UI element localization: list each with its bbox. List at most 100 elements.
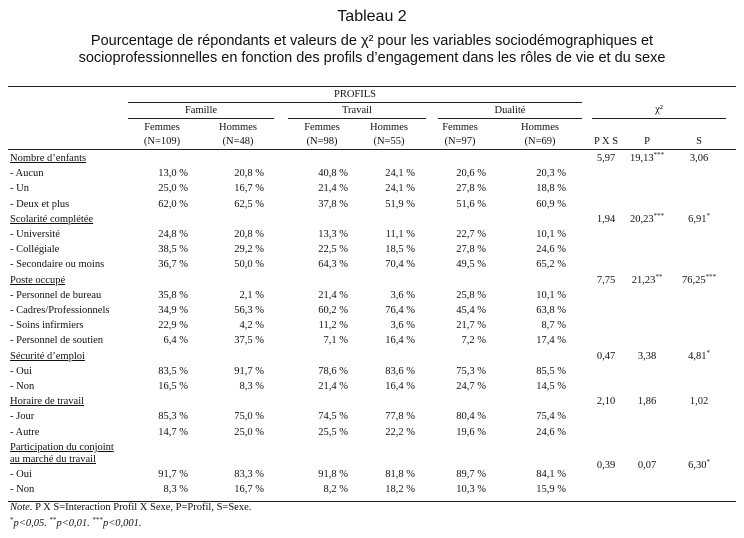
section-label: Sécurité d’emploi	[10, 350, 85, 362]
note-text: P X S=Interaction Profil X Sexe, P=Profi…	[32, 502, 252, 513]
chi-value: 0,39	[576, 460, 636, 472]
cell-value: 17,4 %	[536, 335, 566, 347]
cell-value: 10,1 %	[536, 289, 566, 301]
section-label: Scolarité complétée	[10, 213, 94, 225]
row-label: - Deux et plus	[10, 198, 70, 210]
cell-value: 24,1 %	[385, 168, 415, 180]
cell-value: 51,6 %	[456, 198, 486, 210]
chi-number: 4,81	[688, 350, 707, 362]
cell-value: 20,8 %	[234, 229, 264, 240]
chi-number: 7,75	[596, 274, 616, 286]
cell-value: 18,2 %	[385, 484, 415, 496]
cell-value: 62,5 %	[234, 198, 264, 210]
chi-col-header: P X S	[593, 136, 619, 147]
bottom-rule	[8, 501, 736, 502]
section-label: Nombre d’enfants	[10, 153, 87, 164]
cell-value: 85,5 %	[536, 365, 566, 377]
cell-value: 51,9 %	[385, 198, 415, 210]
chi-value: 1,86	[617, 396, 677, 408]
chi-value: 4,81*	[669, 349, 729, 363]
group-header: Dualité	[494, 105, 526, 116]
cell-value: 20,3 %	[536, 168, 566, 180]
cell-value: 22,5 %	[318, 244, 348, 256]
cell-value: 63,8 %	[536, 305, 566, 316]
cell-value: 78,6 %	[318, 365, 348, 377]
cell-value: 60,2 %	[318, 305, 348, 316]
cell-value: 14,5 %	[536, 381, 566, 392]
significance-footnote: *p<0,05. **p<0,01. ***p<0,001.	[10, 516, 142, 530]
profils-rule	[128, 102, 582, 103]
cell-value: 13,3 %	[318, 229, 348, 240]
sex-header: Femmes	[144, 122, 180, 133]
group-header: Travail	[342, 105, 372, 116]
chi-col-header: P	[644, 136, 650, 147]
group-rule	[438, 118, 582, 119]
cell-value: 4,2 %	[239, 320, 265, 332]
cell-value: 16,7 %	[234, 484, 264, 496]
chi-number: 1,86	[637, 396, 657, 408]
row-label: - Un	[10, 183, 29, 195]
cell-value: 27,8 %	[456, 183, 486, 195]
cell-value: 83,5 %	[158, 365, 188, 377]
chi-value: 20,23***	[617, 212, 677, 226]
n-header: (N=109)	[143, 136, 181, 147]
cell-value: 2,1 %	[239, 289, 265, 301]
cell-value: 15,9 %	[536, 484, 566, 496]
table-note: Note. P X S=Interaction Profil X Sexe, P…	[10, 502, 251, 513]
cell-value: 13,0 %	[158, 168, 188, 180]
significance-mark: *	[706, 457, 710, 466]
sig-text-2: p<0,01.	[56, 518, 93, 529]
cell-value: 8,7 %	[541, 320, 567, 332]
section-label-line-2: au marché du travail	[10, 453, 96, 465]
chi-number: 0,47	[596, 350, 616, 362]
chi-value: 6,91*	[669, 211, 729, 226]
sig-mark-1: *	[10, 516, 14, 524]
chi-value: 19,13***	[617, 151, 677, 165]
chi-value: 7,75	[576, 275, 636, 287]
table-subtitle: Pourcentage de répondants et valeurs de …	[0, 33, 744, 67]
section-label: Horaire de travail	[10, 396, 85, 408]
row-label: - Non	[10, 381, 35, 392]
cell-value: 25,5 %	[318, 426, 348, 438]
row-label: - Collégiale	[10, 244, 60, 256]
cell-value: 16,7 %	[234, 183, 264, 195]
cell-value: 16,4 %	[385, 381, 415, 392]
row-label: - Autre	[10, 426, 40, 438]
significance-mark: ***	[653, 151, 665, 159]
profils-header: PROFILS	[333, 89, 376, 100]
row-label: - Secondaire ou moins	[10, 259, 105, 271]
sig-text-1: p<0,05.	[13, 518, 50, 529]
chi-rule	[592, 118, 726, 119]
cell-value: 62,0 %	[158, 198, 188, 210]
cell-value: 22,9 %	[158, 320, 188, 332]
header-bottom-rule	[8, 149, 736, 150]
cell-value: 29,2 %	[234, 244, 264, 256]
cell-value: 21,4 %	[318, 381, 348, 392]
cell-value: 24,1 %	[385, 183, 415, 195]
row-label: - Non	[10, 484, 35, 496]
row-label: - Cadres/Professionnels	[10, 305, 110, 316]
group-rule	[288, 118, 426, 119]
chi-value: 6,30*	[669, 457, 729, 472]
cell-value: 37,5 %	[234, 335, 264, 347]
significance-mark: *	[706, 211, 710, 220]
sex-header: Hommes	[219, 122, 257, 133]
row-label: - Université	[10, 229, 60, 240]
chi-number: 0,07	[637, 459, 657, 471]
chi-value: 1,94	[576, 214, 636, 226]
significance-mark: ***	[705, 272, 717, 281]
cell-value: 35,8 %	[158, 289, 188, 301]
cell-value: 50,0 %	[234, 259, 264, 271]
cell-value: 80,4 %	[456, 411, 486, 423]
row-label: - Personnel de bureau	[10, 289, 102, 301]
cell-value: 22,7 %	[456, 229, 486, 240]
chi-value: 0,47	[576, 351, 636, 363]
chi-number: 19,13	[629, 153, 654, 164]
sex-header: Femmes	[304, 122, 340, 133]
cell-value: 10,1 %	[536, 229, 566, 240]
cell-value: 56,3 %	[234, 305, 264, 316]
group-rule	[128, 118, 274, 119]
section-label: Participation du conjoint	[10, 441, 114, 453]
cell-value: 25,0 %	[158, 183, 188, 195]
row-label: - Personnel de soutien	[10, 335, 104, 347]
